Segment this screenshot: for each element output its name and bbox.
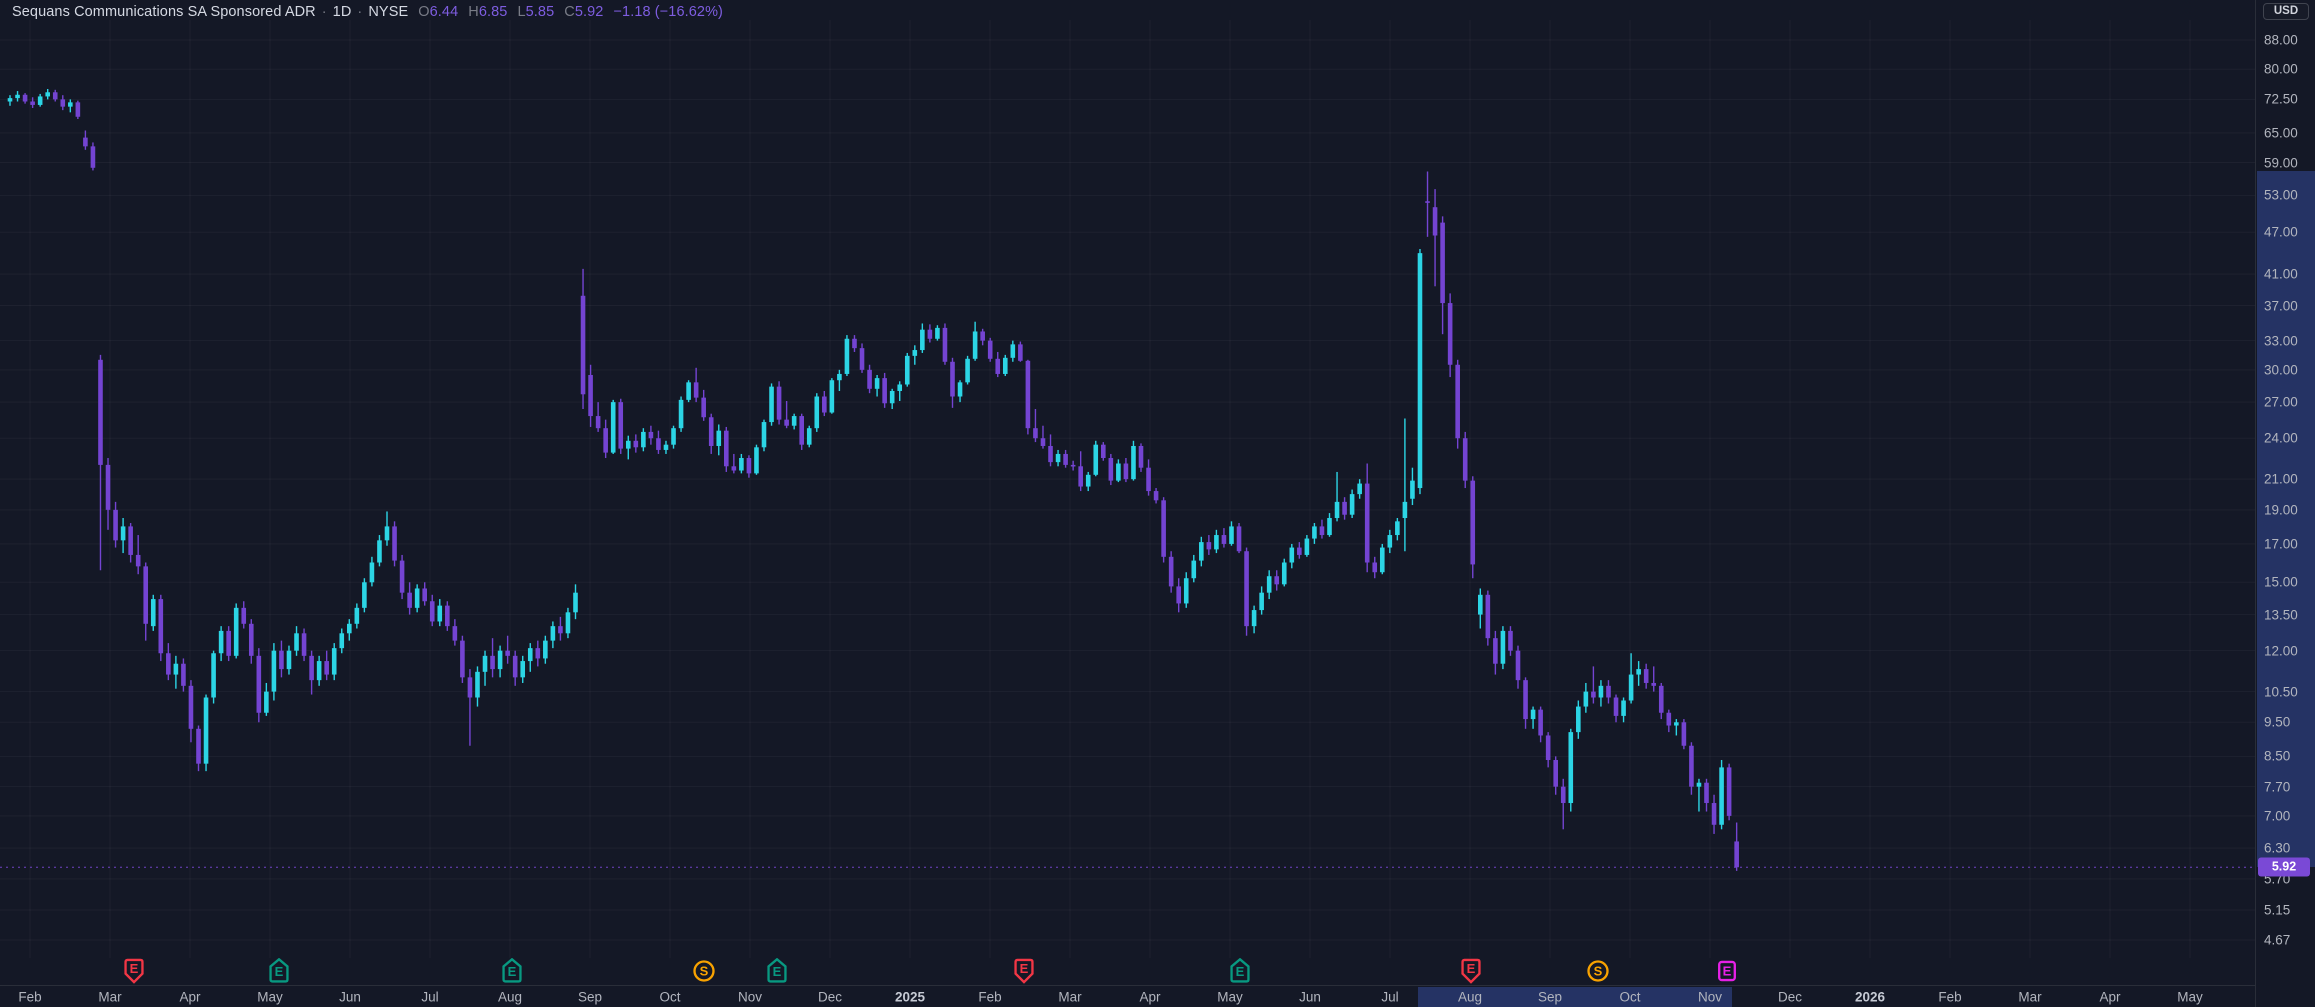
time-tick-label: May [257, 989, 283, 1004]
price-tick-label: 33.00 [2264, 333, 2298, 349]
time-tick-label: Apr [1139, 989, 1161, 1004]
time-tick-label: Jun [1299, 989, 1321, 1004]
earnings-up-marker[interactable]: E [766, 958, 788, 984]
price-tick-label: 10.50 [2264, 684, 2298, 700]
low-label: L [517, 4, 526, 20]
split-marker[interactable]: S [693, 958, 715, 984]
earnings-up-marker[interactable]: E [1229, 958, 1251, 984]
time-tick-label: Feb [18, 989, 42, 1004]
price-tick-label: 12.00 [2264, 643, 2298, 659]
symbol-title[interactable]: Sequans Communications SA Sponsored ADR [12, 4, 316, 20]
price-axis[interactable]: USD 88.00 80.00 72.50 65.00 59.00 53.00 47.00 4… [2255, 0, 2315, 1007]
price-tick-label: 37.00 [2264, 298, 2298, 314]
open-value: 6.44 [429, 4, 459, 20]
last-price-tag: 5.92 [2258, 857, 2310, 877]
time-tick-label: Aug [1457, 989, 1483, 1004]
price-tick-label: 65.00 [2264, 125, 2298, 141]
time-tick-label: Apr [179, 989, 201, 1004]
price-tick-label: 15.00 [2264, 574, 2298, 590]
time-tick-label: Aug [497, 989, 523, 1004]
price-tick-label: 6.30 [2264, 840, 2291, 856]
time-axis[interactable]: Feb Mar Apr May Jun Jul Aug Sep Oct Nov Dec 2025 Feb… [0, 985, 2255, 1007]
time-tick-label: 2025 [894, 989, 926, 1004]
time-tick-label: Sep [1537, 989, 1563, 1004]
legend-separator: · [321, 4, 327, 20]
time-tick-label: Nov [1697, 989, 1723, 1004]
high-label: H [468, 4, 479, 20]
svg-text:E: E [773, 964, 782, 979]
price-axis-range-highlight [2257, 171, 2315, 868]
earnings-down-marker[interactable]: E [123, 958, 145, 984]
time-axis-range-highlight [1418, 987, 1732, 1007]
open-label: O [418, 4, 430, 20]
price-tick-label: 80.00 [2264, 61, 2298, 77]
svg-text:E: E [1020, 961, 1029, 976]
split-marker[interactable]: S [1587, 958, 1609, 984]
currency-button[interactable]: USD [2263, 3, 2309, 20]
time-tick-label: Oct [659, 989, 681, 1004]
time-tick-label: Jun [339, 989, 361, 1004]
time-tick-label: Feb [1938, 989, 1962, 1004]
price-tick-label: 72.50 [2264, 91, 2298, 107]
price-tick-label: 5.15 [2264, 902, 2291, 918]
time-tick-label: Nov [737, 989, 763, 1004]
svg-text:E: E [275, 964, 284, 979]
price-tick-label: 59.00 [2264, 155, 2298, 171]
price-tick-label: 7.00 [2264, 808, 2291, 824]
price-tick-label: 88.00 [2264, 32, 2298, 48]
price-tick-label: 7.70 [2264, 779, 2291, 795]
time-tick-label: Mar [1058, 989, 1082, 1004]
earnings-up-marker[interactable]: E [268, 958, 290, 984]
change-value: −1.18 (−16.62%) [613, 4, 723, 20]
low-value: 5.85 [525, 4, 555, 20]
svg-text:E: E [1467, 961, 1476, 976]
timeframe-label[interactable]: 1D [332, 4, 352, 20]
earnings-down-marker[interactable]: E [1013, 958, 1035, 984]
svg-text:E: E [508, 964, 517, 979]
time-tick-label: Feb [978, 989, 1002, 1004]
close-value: 5.92 [574, 4, 604, 20]
price-tick-label: 8.50 [2264, 748, 2291, 764]
price-tick-label: 24.00 [2264, 430, 2298, 446]
time-tick-label: Mar [2018, 989, 2042, 1004]
time-tick-label: Oct [1619, 989, 1641, 1004]
price-tick-label: 21.00 [2264, 471, 2298, 487]
time-tick-label: Mar [98, 989, 122, 1004]
svg-text:E: E [1236, 964, 1245, 979]
time-tick-label: Jul [421, 989, 439, 1004]
price-tick-label: 41.00 [2264, 266, 2298, 282]
time-tick-label: 2026 [1854, 989, 1886, 1004]
price-tick-label: 17.00 [2264, 536, 2298, 552]
time-tick-label: Jul [1381, 989, 1399, 1004]
price-tick-label: 19.00 [2264, 502, 2298, 518]
svg-text:S: S [700, 964, 709, 979]
time-tick-label: Sep [577, 989, 603, 1004]
price-tick-label: 9.50 [2264, 714, 2291, 730]
svg-text:S: S [1594, 964, 1603, 979]
legend-separator: · [357, 4, 363, 20]
earnings-up-marker[interactable]: E [501, 958, 523, 984]
price-tick-label: 53.00 [2264, 187, 2298, 203]
time-tick-label: May [2177, 989, 2203, 1004]
svg-text:E: E [1723, 964, 1732, 979]
price-tick-label: 13.50 [2264, 607, 2298, 623]
price-tick-label: 27.00 [2264, 394, 2298, 410]
price-tick-label: 30.00 [2264, 362, 2298, 378]
time-tick-label: Dec [817, 989, 843, 1004]
close-label: C [564, 4, 575, 20]
exchange-label[interactable]: NYSE [368, 4, 409, 20]
time-tick-label: Apr [2099, 989, 2121, 1004]
symbol-legend[interactable]: Sequans Communications SA Sponsored ADR ·… [12, 4, 723, 20]
earnings-upcoming-marker[interactable]: E [1716, 958, 1738, 984]
time-tick-label: Dec [1777, 989, 1803, 1004]
price-tick-label: 4.67 [2264, 932, 2291, 948]
time-tick-label: May [1217, 989, 1243, 1004]
svg-text:E: E [130, 961, 139, 976]
earnings-down-marker[interactable]: E [1460, 958, 1482, 984]
price-tick-label: 47.00 [2264, 224, 2298, 240]
high-value: 6.85 [478, 4, 508, 20]
